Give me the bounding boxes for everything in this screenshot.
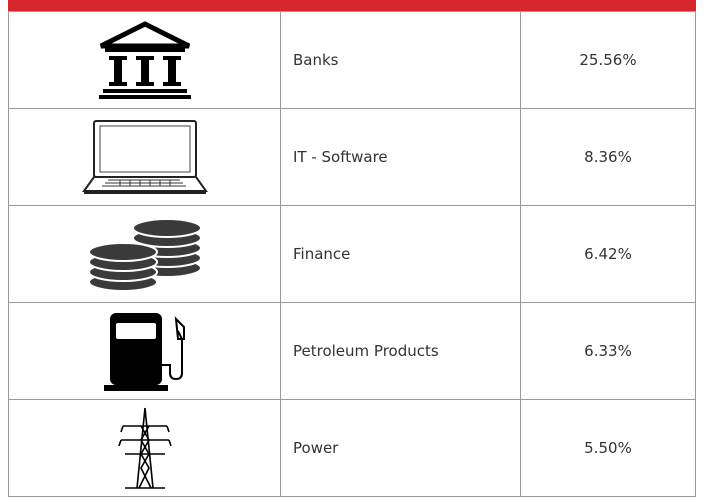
row: Finance 6.42% (8, 205, 696, 303)
icon-cell (8, 399, 281, 497)
sector-name: Power (280, 399, 521, 497)
row: Banks 25.56% (8, 11, 696, 109)
icon-cell (8, 205, 281, 303)
coins-icon (87, 218, 202, 292)
sector-weight: 8.36% (520, 108, 696, 206)
header-bar (8, 0, 696, 11)
icon-cell (8, 108, 281, 206)
sector-name: Petroleum Products (280, 302, 521, 400)
sector-name: IT - Software (280, 108, 521, 206)
sector-weight: 6.33% (520, 302, 696, 400)
sector-weight: 25.56% (520, 11, 696, 109)
sector-weight: 6.42% (520, 205, 696, 303)
row: Petroleum Products 6.33% (8, 302, 696, 400)
sector-name: Finance (280, 205, 521, 303)
icon-cell (8, 302, 281, 400)
sector-table: Banks 25.56% IT - Software 8.36% (8, 11, 696, 497)
bank-icon (98, 21, 191, 99)
row: Power 5.50% (8, 399, 696, 497)
sector-weight: 5.50% (520, 399, 696, 497)
power-tower-icon (117, 407, 172, 489)
fuel-pump-icon (103, 313, 185, 391)
sector-name: Banks (280, 11, 521, 109)
row: IT - Software 8.36% (8, 108, 696, 206)
laptop-icon (81, 120, 208, 194)
icon-cell (8, 11, 281, 109)
